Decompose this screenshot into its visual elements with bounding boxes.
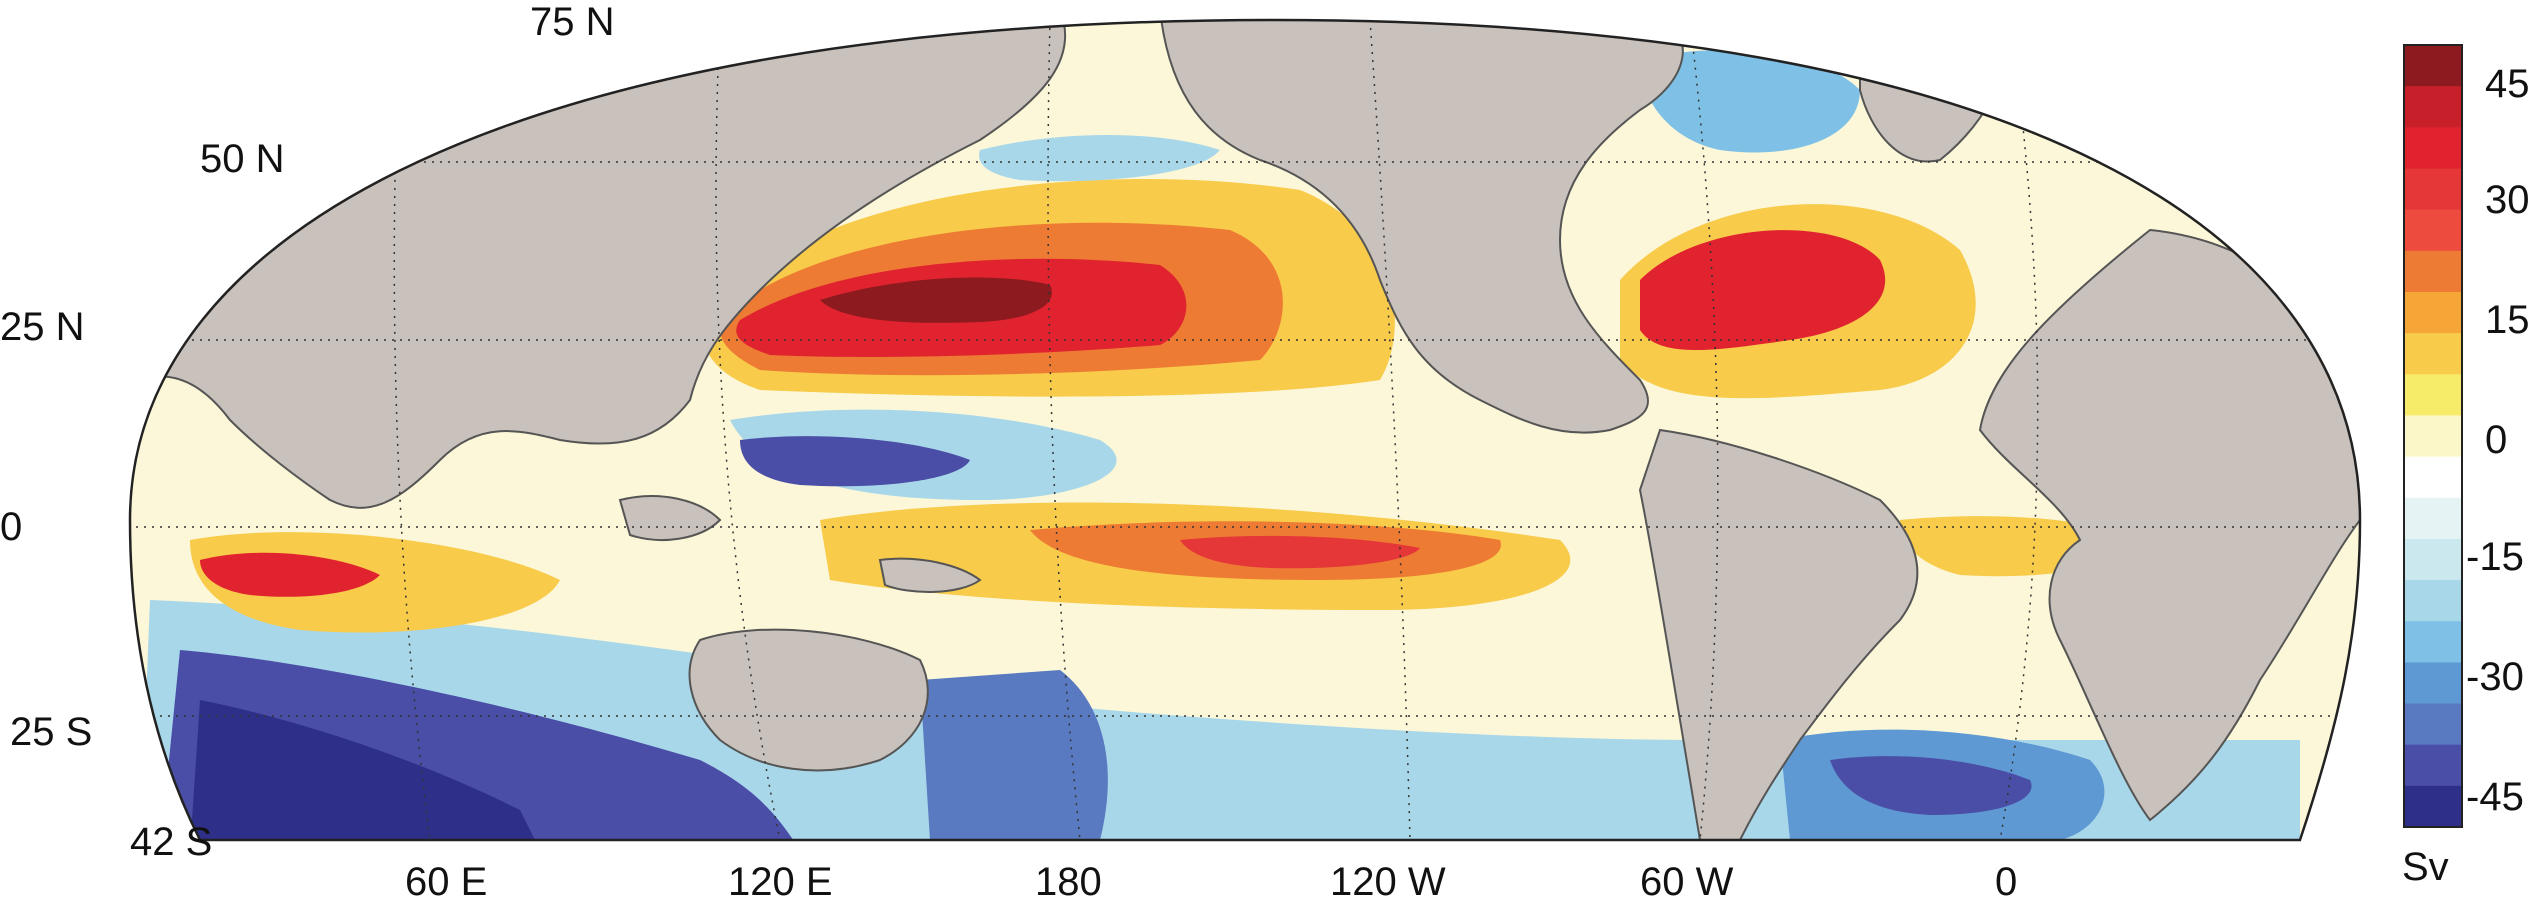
lon-label-60e: 60 E	[405, 860, 487, 903]
north-atlantic-subpolar-negative	[1640, 50, 1860, 153]
colorbar-swatch	[2404, 333, 2462, 375]
colorbar-swatch	[2404, 374, 2462, 416]
colorbar-tick-30: 30	[2485, 178, 2530, 222]
colorbar-swatch	[2404, 538, 2462, 581]
colorbar-swatch	[2404, 497, 2462, 540]
colorbar-swatch	[2404, 621, 2462, 663]
colorbar-tick-0: 0	[2485, 418, 2507, 462]
north-atlantic-gyre-inner	[1640, 230, 1886, 350]
colorbar-swatch	[2404, 744, 2462, 787]
lat-label-25s: 25 S	[10, 710, 92, 754]
colorbar-swatch	[2404, 168, 2462, 211]
south-atlantic-core	[1830, 756, 2032, 815]
colorbar-tick-45: 45	[2485, 62, 2530, 106]
map-area	[130, 20, 2360, 840]
lon-label-120w: 120 W	[1330, 860, 1446, 903]
colorbar-ticks: 45 30 15 0 -15 -30 -45	[2466, 62, 2530, 819]
land-australia	[688, 628, 929, 772]
colorbar-swatch	[2404, 209, 2462, 252]
lon-label-0: 0	[1995, 860, 2017, 903]
colorbar-swatches	[2404, 45, 2462, 828]
land-north-america	[1158, 20, 1684, 434]
latitude-labels: 75 N 50 N 25 N 0 25 S 42 S	[0, 0, 615, 864]
land-south-america	[1638, 428, 1919, 840]
lon-label-180: 180	[1035, 860, 1102, 903]
lat-label-75n: 75 N	[530, 0, 615, 44]
colorbar-tick-15: 15	[2485, 298, 2530, 342]
north-pacific-tropical-core	[740, 436, 970, 487]
colorbar: 45 30 15 0 -15 -30 -45 Sv	[2402, 44, 2530, 889]
land-new-guinea	[878, 557, 982, 593]
lat-label-25n: 25 N	[0, 305, 85, 349]
map-outline	[128, 18, 2362, 842]
colorbar-swatch	[2404, 785, 2462, 828]
north-pacific-subpolar-negative	[979, 135, 1220, 182]
colorbar-swatch	[2404, 580, 2462, 622]
colorbar-swatch	[2404, 86, 2462, 128]
colorbar-tick-minus30: -30	[2466, 655, 2524, 699]
colorbar-swatch	[2404, 250, 2462, 293]
lon-label-60w: 60 W	[1640, 860, 1734, 903]
indian-ocean-positive-core	[200, 552, 380, 597]
land-southern-edge	[130, 839, 2360, 840]
land-maritime-continent	[618, 495, 722, 541]
colorbar-tick-minus45: -45	[2466, 775, 2524, 819]
colorbar-frame	[2403, 44, 2463, 828]
colorbar-swatch	[2404, 291, 2462, 334]
colorbar-unit: Sv	[2402, 845, 2449, 889]
colorbar-swatch	[2404, 703, 2462, 746]
lat-label-50n: 50 N	[200, 137, 285, 181]
colorbar-swatch	[2404, 415, 2462, 458]
lon-label-120e: 120 E	[728, 860, 833, 903]
lat-label-0: 0	[0, 505, 22, 549]
southern-indian-ocean-core	[190, 700, 540, 840]
tasman-sea-negative	[920, 670, 1108, 840]
colorbar-tick-minus15: -15	[2466, 535, 2524, 579]
north-pacific-gyre-core	[820, 277, 1052, 323]
lat-label-42s: 42 S	[130, 820, 212, 864]
colorbar-swatch	[2404, 662, 2462, 705]
equatorial-pacific-positive-core	[1180, 535, 1420, 569]
colorbar-swatch	[2404, 127, 2462, 169]
longitude-labels: 60 E 120 E 180 120 W 60 W 0	[405, 860, 2017, 903]
colorbar-swatch	[2404, 456, 2462, 499]
graticule	[130, 20, 2360, 840]
colorbar-swatch	[2404, 45, 2462, 87]
land-africa	[1978, 228, 2360, 822]
